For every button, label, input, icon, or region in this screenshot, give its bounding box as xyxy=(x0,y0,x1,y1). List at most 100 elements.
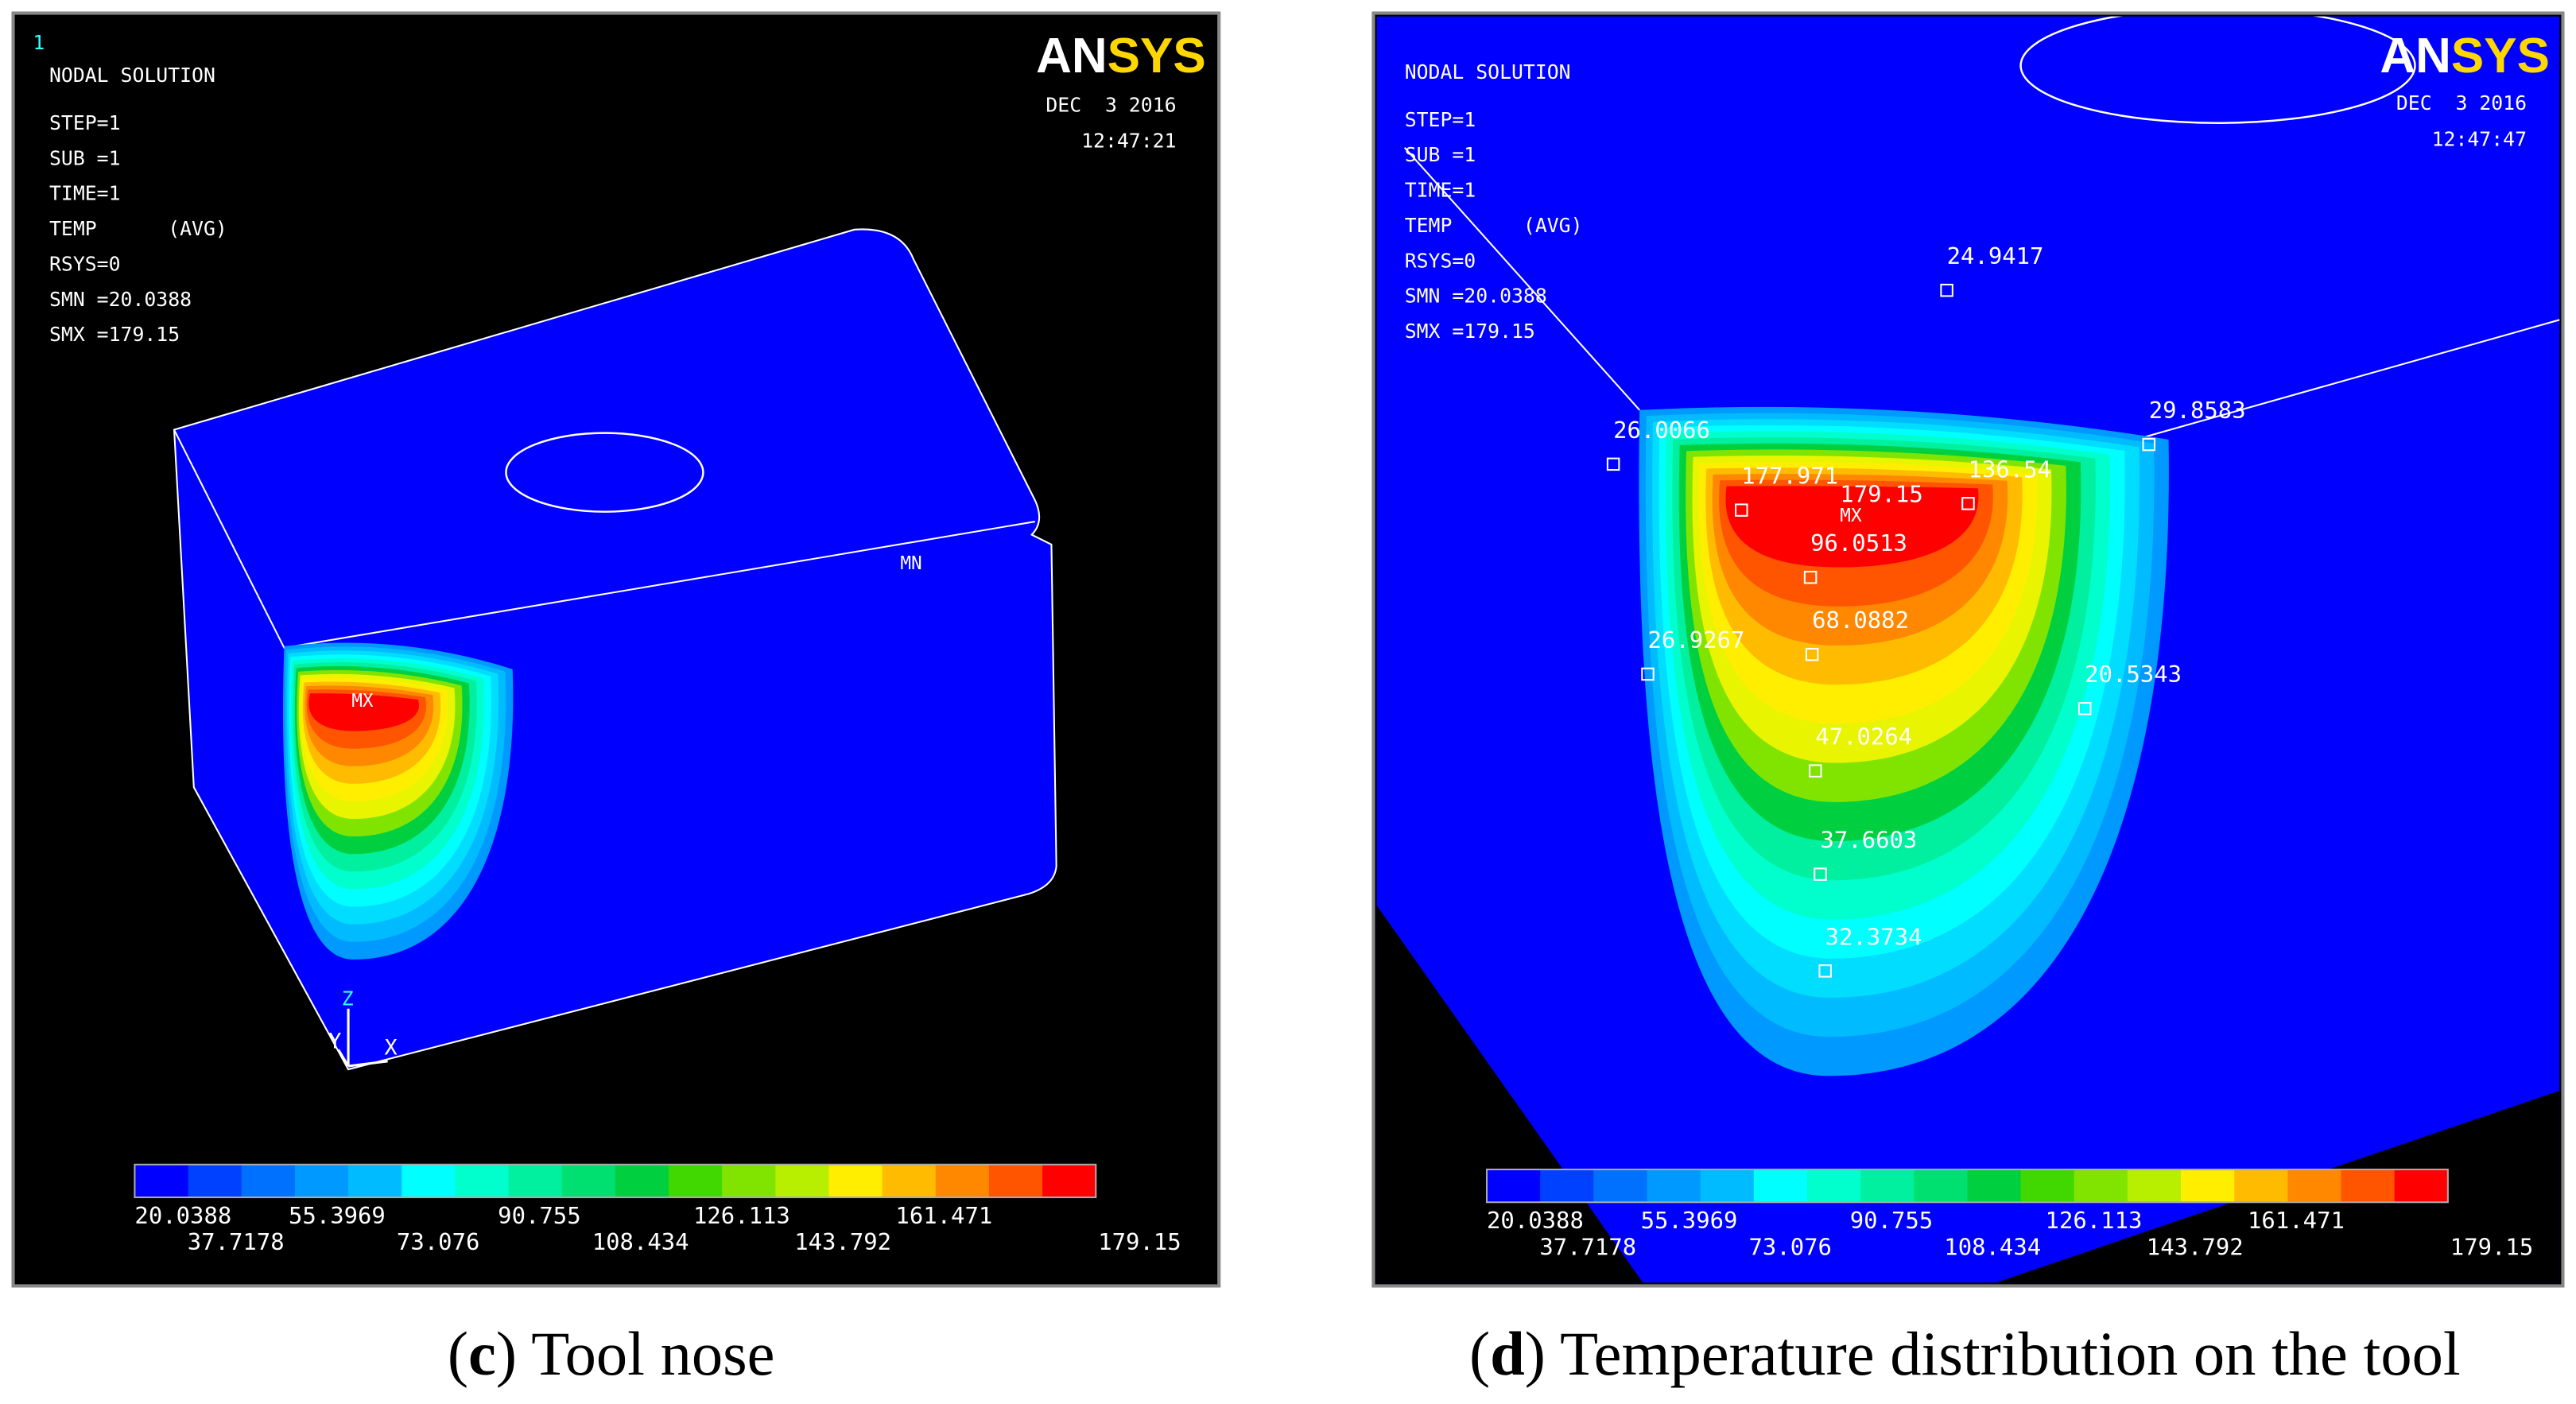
result-info: TEMP (AVG) xyxy=(49,217,227,240)
probe-label: 47.0264 xyxy=(1815,723,1912,750)
colorbar-segment xyxy=(2287,1169,2342,1203)
colorbar-segment xyxy=(455,1164,510,1198)
colorbar-segment xyxy=(2234,1169,2289,1203)
max-marker: MX xyxy=(351,691,374,712)
colorbar-label: 108.434 xyxy=(1944,1233,2041,1260)
result-info: SMX =179.15 xyxy=(1405,320,1535,343)
axis-label: Y xyxy=(328,1029,341,1053)
colorbar-label: 126.113 xyxy=(693,1202,790,1229)
logo-part: SYS xyxy=(1108,29,1206,83)
min-marker: MN xyxy=(900,553,921,574)
colorbar-segment xyxy=(134,1164,189,1198)
colorbar-segment xyxy=(722,1164,777,1198)
probe-marker xyxy=(1809,764,1822,778)
colorbar-segment xyxy=(1593,1169,1648,1203)
result-info: SUB =1 xyxy=(1405,143,1476,166)
colorbar-segment xyxy=(561,1164,616,1198)
colorbar-frame xyxy=(134,1163,1097,1199)
colorbar-label: 55.3969 xyxy=(289,1202,386,1229)
probe-marker xyxy=(2142,437,2156,452)
contour-c xyxy=(282,642,514,960)
logo-part: AN xyxy=(1036,29,1108,83)
probe-marker xyxy=(2077,702,2092,716)
ansys-logo: ANSYS xyxy=(2380,29,2550,83)
caption-part: ) Temperature distribution on the tool xyxy=(1525,1319,2461,1388)
probe-label: 24.9417 xyxy=(1947,242,2044,270)
probe-label: 37.6603 xyxy=(1820,827,1917,854)
logo-part: AN xyxy=(2380,29,2451,83)
probe-marker xyxy=(1818,964,1832,978)
colorbar-segment xyxy=(241,1164,296,1198)
contour-d xyxy=(1639,406,2169,1076)
colorbar-segment xyxy=(882,1164,937,1198)
probe-label: 26.0066 xyxy=(1613,417,1710,444)
colorbar-segment xyxy=(1967,1169,2022,1203)
probe-label: 136.54 xyxy=(1968,456,2050,483)
colorbar-label: 37.7178 xyxy=(1539,1233,1636,1260)
probe-label: 29.8583 xyxy=(2149,397,2246,424)
result-info: TIME=1 xyxy=(1405,179,1476,202)
colorbar-label: 90.755 xyxy=(498,1202,580,1229)
colorbar-label: 20.0388 xyxy=(134,1202,231,1229)
colorbar-label: 179.15 xyxy=(1098,1228,1181,1255)
colorbar-label: 20.0388 xyxy=(1487,1207,1584,1234)
probe-marker xyxy=(1641,667,1655,681)
caption-letter: d xyxy=(1490,1319,1525,1388)
colorbar-segment xyxy=(775,1164,830,1198)
colorbar-label: 90.755 xyxy=(1850,1207,1933,1234)
colorbar-segment xyxy=(2341,1169,2396,1203)
probe-marker xyxy=(1803,570,1818,584)
probe-marker xyxy=(1961,497,1975,510)
colorbar-segment xyxy=(2394,1169,2449,1203)
result-info: TEMP (AVG) xyxy=(1405,214,1583,237)
colorbar-segment xyxy=(1700,1169,1755,1203)
axis-label: Z xyxy=(342,987,354,1010)
colorbar-segment xyxy=(1487,1169,1542,1203)
axis-label: X xyxy=(385,1036,398,1061)
colorbar-segment xyxy=(188,1164,242,1198)
panel-d-view xyxy=(1376,16,2560,1283)
probe-label: 179.15 xyxy=(1840,480,1922,507)
contour-band xyxy=(1725,486,1979,568)
caption: (c) Tool nose xyxy=(448,1319,775,1388)
hole xyxy=(505,432,704,513)
date: DEC 3 2016 xyxy=(1046,93,1176,116)
colorbar-segment xyxy=(1806,1169,1862,1203)
colorbar-label: 161.471 xyxy=(895,1202,992,1229)
colorbar-segment xyxy=(2074,1169,2128,1203)
colorbar-label: 37.7178 xyxy=(188,1228,285,1255)
probe-label: 32.3734 xyxy=(1825,923,1922,950)
probe-label: 68.0882 xyxy=(1812,607,1909,634)
colorbar-segment xyxy=(2127,1169,2182,1203)
colorbar-segment xyxy=(828,1164,883,1198)
colorbar-label: 73.076 xyxy=(1749,1233,1832,1260)
colorbar-label: 55.3969 xyxy=(1641,1207,1738,1234)
colorbar-segment xyxy=(1914,1169,1969,1203)
probe-marker xyxy=(1940,283,1953,297)
probe-label: 26.9267 xyxy=(1648,626,1745,654)
result-title: NODAL SOLUTION xyxy=(1405,60,1571,83)
colorbar-label: 126.113 xyxy=(2046,1207,2143,1234)
max-marker: MX xyxy=(1840,506,1862,526)
colorbar-label: 143.792 xyxy=(794,1228,891,1255)
colorbar-segment xyxy=(1647,1169,1701,1203)
colorbar-segment xyxy=(1042,1164,1097,1198)
caption-letter: c xyxy=(468,1319,496,1388)
probe-label: 20.5343 xyxy=(2085,661,2182,688)
axis-triad xyxy=(337,1008,388,1068)
date: DEC 3 2016 xyxy=(2396,91,2527,114)
colorbar-label: 73.076 xyxy=(397,1228,479,1255)
result-info: SMX =179.15 xyxy=(49,323,180,346)
caption: (d) Temperature distribution on the tool xyxy=(1469,1319,2461,1388)
colorbar-segment xyxy=(348,1164,403,1198)
colorbar-segment xyxy=(935,1164,990,1198)
frame-number: 1 xyxy=(33,31,45,54)
colorbar-segment xyxy=(508,1164,563,1198)
colorbar-label: 161.471 xyxy=(2248,1207,2345,1234)
time: 12:47:21 xyxy=(1081,130,1176,153)
result-info: TIME=1 xyxy=(49,182,121,205)
logo-part: SYS xyxy=(2451,29,2550,83)
